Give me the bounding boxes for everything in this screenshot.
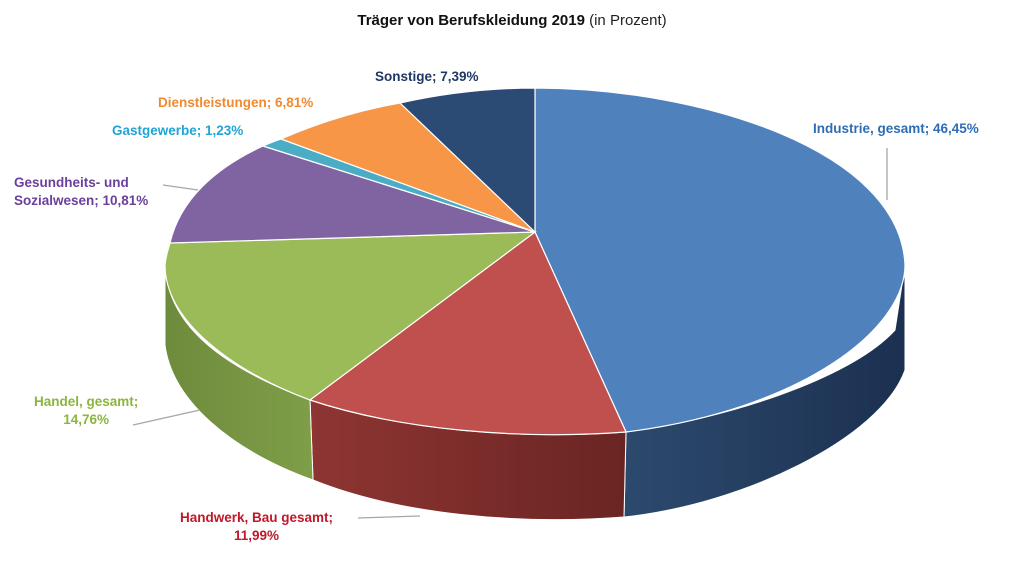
label-handel-line1: Handel, gesamt; xyxy=(34,394,139,409)
leader-lines xyxy=(132,148,888,519)
slice-gesundheit[interactable] xyxy=(169,145,536,244)
label-handel-line2: 14,76% xyxy=(63,412,110,427)
slice-side-handel xyxy=(164,264,314,481)
slice-handel[interactable] xyxy=(164,231,537,401)
slice-dienstleistungen[interactable] xyxy=(279,102,536,233)
label-sonstige: Sonstige; 7,39% xyxy=(375,69,479,84)
slice-industrie[interactable] xyxy=(534,87,906,433)
label-gesundheit-line1: Gesundheits- und xyxy=(14,175,129,190)
label-industrie: Industrie, gesamt; 46,45% xyxy=(813,121,979,136)
pie-top-faces xyxy=(164,87,906,436)
slice-sonstige[interactable] xyxy=(398,87,536,234)
label-gastgewerbe: Gastgewerbe; 1,23% xyxy=(112,123,244,138)
label-gesundheit-line2: Sozialwesen; 10,81% xyxy=(14,193,149,208)
label-handwerk: Handwerk, Bau gesamt; 11,99% xyxy=(180,509,333,545)
label-handwerk-line2: 11,99% xyxy=(234,528,280,543)
chart-title-main: Träger von Berufskleidung 2019 xyxy=(357,12,585,29)
label-gesundheit: Gesundheits- und Sozialwesen; 10,81% xyxy=(14,174,148,210)
label-handwerk-line1: Handwerk, Bau gesamt; xyxy=(180,510,334,525)
label-handel: Handel, gesamt; 14,76% xyxy=(34,393,138,429)
label-dienstleistungen: Dienstleistungen; 6,81% xyxy=(158,95,314,110)
chart-title: Träger von Berufskleidung 2019 (in Proze… xyxy=(0,12,1024,29)
slice-side-industrie xyxy=(623,264,906,518)
leader-line-handwerk xyxy=(357,515,421,519)
chart-title-sub: (in Prozent) xyxy=(589,12,667,29)
slice-handwerk[interactable] xyxy=(308,231,627,436)
leader-line-gesundheit xyxy=(162,184,199,191)
leader-line-handel xyxy=(132,409,201,426)
